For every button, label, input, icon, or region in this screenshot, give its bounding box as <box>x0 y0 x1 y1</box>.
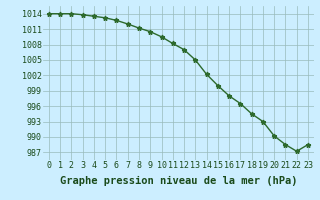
X-axis label: Graphe pression niveau de la mer (hPa): Graphe pression niveau de la mer (hPa) <box>60 176 297 186</box>
